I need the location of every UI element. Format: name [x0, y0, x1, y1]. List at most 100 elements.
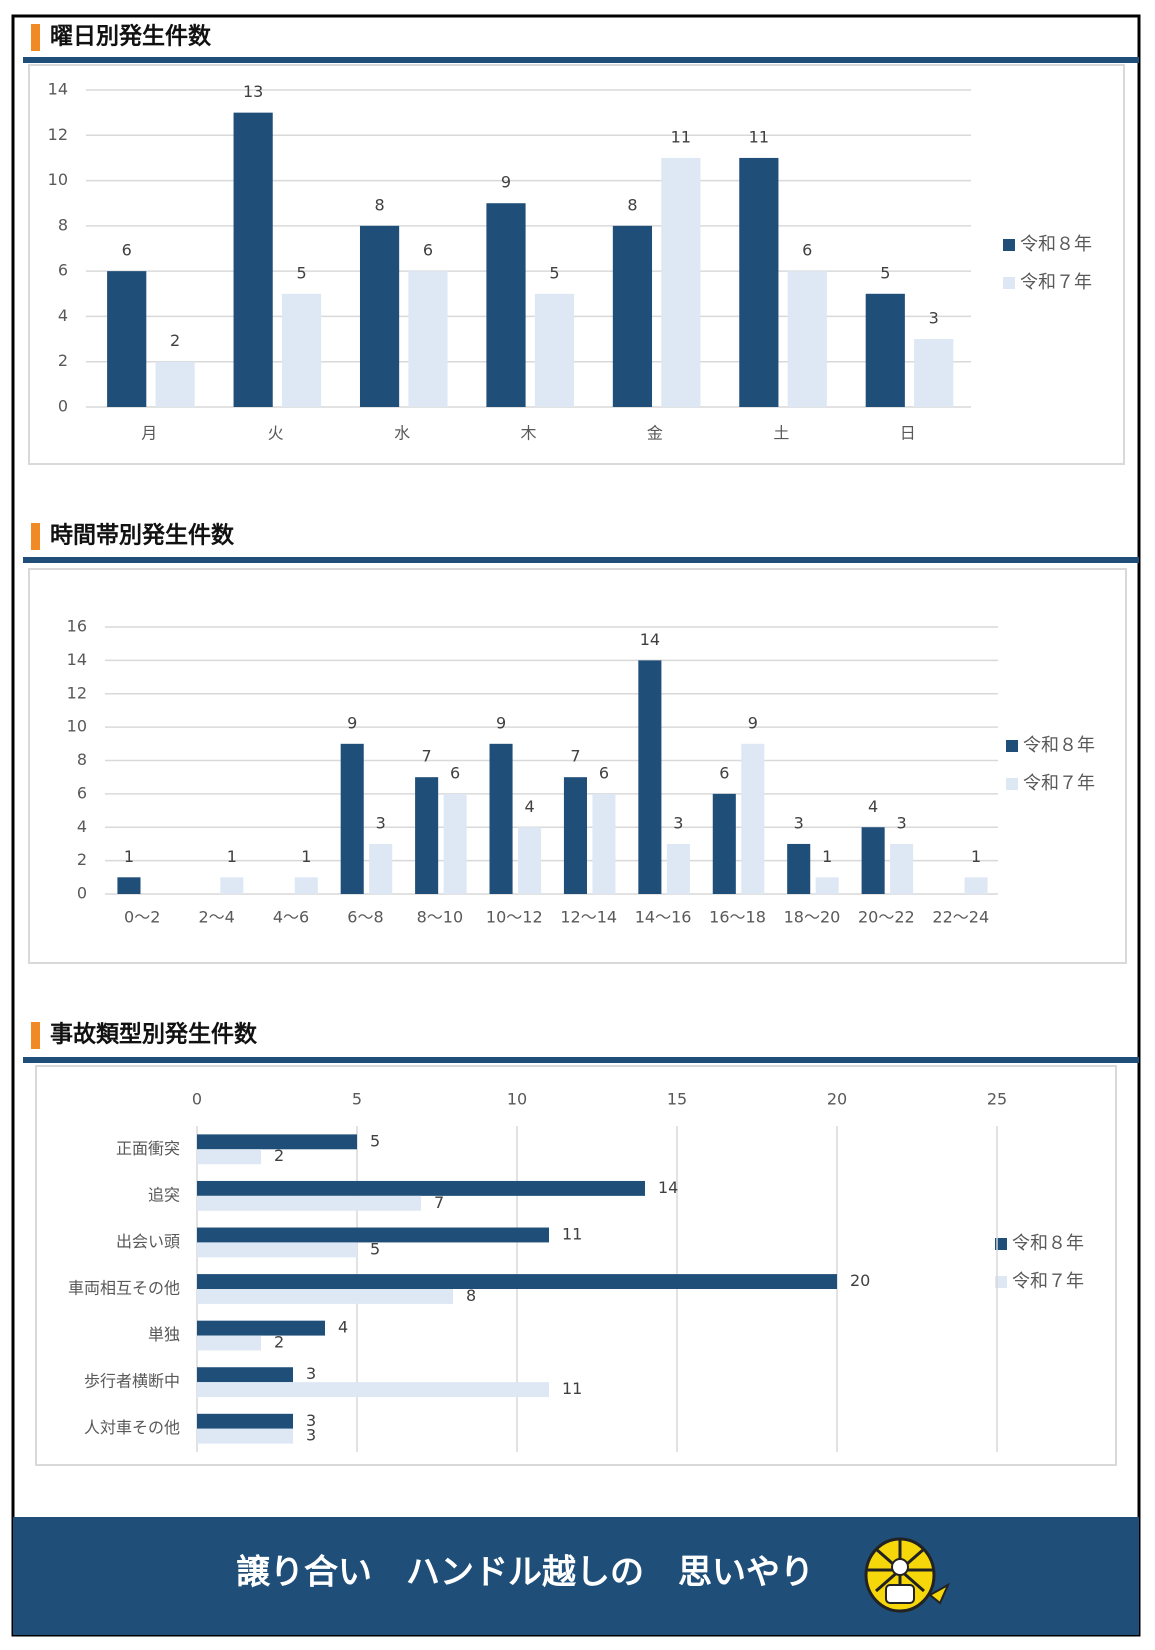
bar [294, 877, 318, 894]
y-tick-label: 16 [67, 617, 87, 636]
bar [197, 1382, 549, 1398]
chart-title: 時間帯別発生件数 [50, 522, 235, 549]
bar [489, 743, 513, 894]
data-label: 8 [627, 195, 637, 214]
bar [281, 293, 322, 407]
x-tick-label: 20～22 [858, 908, 915, 927]
y-tick-label: 0 [77, 884, 87, 903]
data-label: 3 [897, 813, 907, 832]
bar [197, 1274, 837, 1289]
bar [408, 271, 448, 407]
heading-rule [23, 57, 1139, 63]
legend-swatch [1003, 239, 1015, 251]
y-tick-label: 2 [77, 850, 87, 869]
data-label: 9 [748, 713, 758, 732]
x-tick-label: 25 [987, 1090, 1007, 1109]
footer-slogan: 譲り合い ハンドル越しの 思いやり [236, 1553, 814, 1593]
bar [612, 225, 653, 407]
bar [197, 1227, 549, 1243]
y-tick-label: 10 [48, 170, 68, 189]
data-label: 3 [794, 813, 804, 832]
bar [787, 843, 811, 894]
bar [964, 877, 988, 894]
data-label: 1 [822, 847, 832, 866]
bar [534, 293, 575, 407]
y-tick-label: 正面衝突 [116, 1139, 180, 1158]
data-label: 14 [658, 1178, 678, 1197]
bar [861, 827, 885, 894]
y-tick-label: 追突 [148, 1185, 180, 1204]
bar [815, 877, 839, 894]
bar [443, 793, 467, 894]
y-tick-label: 4 [58, 306, 68, 325]
bar [197, 1149, 261, 1165]
data-label: 5 [880, 263, 890, 282]
bar [197, 1180, 645, 1196]
data-label: 5 [549, 263, 559, 282]
heading-rule [23, 557, 1139, 563]
bar [712, 793, 736, 894]
data-label: 8 [466, 1286, 476, 1305]
data-label: 7 [422, 747, 432, 766]
x-tick-label: 金 [647, 424, 663, 443]
x-tick-label: 2～4 [198, 908, 234, 927]
bar [865, 293, 905, 407]
x-tick-label: 6～8 [347, 908, 383, 927]
legend-swatch [995, 1238, 1007, 1250]
data-label: 3 [306, 1426, 316, 1445]
x-tick-label: 火 [268, 424, 284, 443]
data-label: 9 [501, 173, 511, 192]
bar [787, 271, 827, 407]
bar [233, 112, 273, 408]
bar [197, 1242, 357, 1258]
y-tick-label: 10 [67, 717, 87, 736]
data-label: 4 [524, 797, 534, 816]
legend-swatch [1003, 277, 1015, 289]
x-tick-label: 18～20 [784, 908, 841, 927]
y-tick-label: 4 [77, 817, 87, 836]
x-tick-label: 水 [394, 424, 410, 443]
data-label: 3 [306, 1411, 316, 1430]
y-tick-label: 14 [48, 80, 68, 99]
bar [661, 157, 701, 407]
data-label: 5 [296, 263, 306, 282]
x-tick-label: 15 [667, 1090, 687, 1109]
bar [197, 1289, 453, 1304]
y-tick-label: 12 [48, 125, 68, 144]
data-label: 6 [599, 763, 609, 782]
data-label: 2 [274, 1146, 284, 1165]
data-label: 6 [122, 241, 132, 260]
bar [197, 1413, 293, 1429]
data-label: 4 [338, 1318, 348, 1337]
y-tick-label: 14 [67, 650, 87, 669]
bar [117, 877, 141, 894]
data-label: 14 [640, 630, 660, 649]
bar [518, 827, 542, 894]
data-label: 3 [673, 813, 683, 832]
bar [592, 793, 616, 894]
bar [107, 271, 147, 407]
y-tick-label: 車両相互その他 [68, 1279, 180, 1298]
mascot [864, 1537, 951, 1613]
x-tick-label: 土 [773, 424, 789, 443]
y-tick-label: 12 [67, 683, 87, 702]
y-tick-label: 歩行者横断中 [84, 1372, 180, 1391]
y-tick-label: 単独 [148, 1325, 180, 1344]
bar [197, 1320, 325, 1336]
x-tick-label: 5 [352, 1090, 362, 1109]
y-tick-label: 2 [58, 351, 68, 370]
data-label: 3 [929, 309, 939, 328]
data-label: 6 [423, 241, 433, 260]
data-label: 11 [562, 1379, 582, 1398]
x-tick-label: 10～12 [486, 908, 543, 927]
y-tick-label: 8 [58, 215, 68, 234]
data-label: 5 [370, 1239, 380, 1258]
x-tick-label: 4～6 [273, 908, 309, 927]
x-tick-label: 10 [507, 1090, 527, 1109]
data-label: 6 [802, 241, 812, 260]
x-tick-label: 8～10 [417, 908, 464, 927]
bar [563, 777, 587, 894]
y-tick-label: 人対車その他 [84, 1418, 180, 1437]
legend-label: 令和８年 [1020, 234, 1092, 255]
